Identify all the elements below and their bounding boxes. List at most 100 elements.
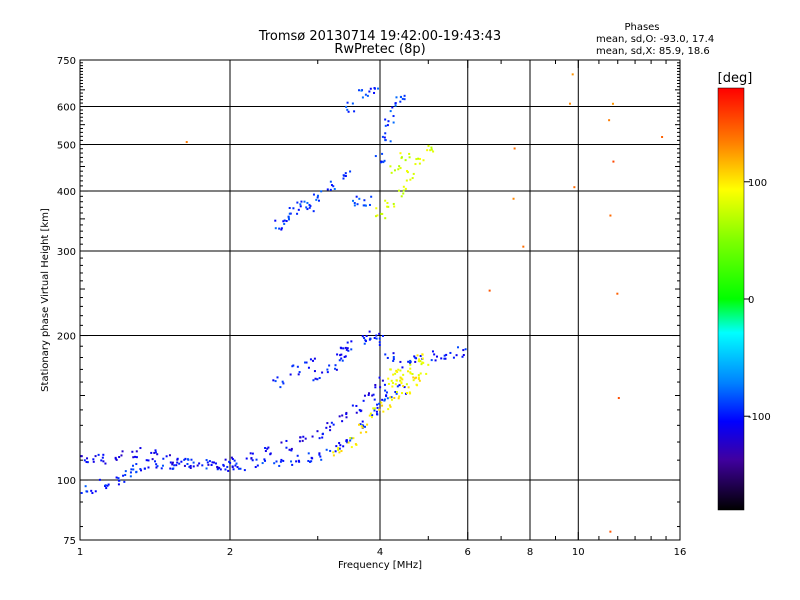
data-point <box>124 473 127 476</box>
x-tick-label: 4 <box>377 547 383 558</box>
data-point <box>435 355 438 358</box>
data-point <box>430 146 433 149</box>
data-point <box>98 478 101 481</box>
data-point <box>415 376 418 379</box>
data-point <box>338 442 341 445</box>
data-point <box>405 179 408 182</box>
data-point <box>186 458 189 461</box>
data-point <box>401 366 404 369</box>
data-point <box>239 467 242 470</box>
data-point <box>433 353 436 356</box>
data-point <box>147 459 150 462</box>
data-point <box>290 447 293 450</box>
data-point <box>129 475 132 478</box>
data-point <box>311 435 314 438</box>
data-point <box>283 222 286 225</box>
data-point <box>175 464 178 467</box>
data-point <box>381 404 384 407</box>
data-point <box>409 372 412 375</box>
data-point <box>399 369 402 372</box>
data-point <box>373 407 376 410</box>
data-point <box>192 461 195 464</box>
data-point <box>94 490 97 493</box>
data-point <box>396 385 399 388</box>
data-point <box>326 188 329 191</box>
data-point <box>397 168 400 171</box>
data-point <box>609 530 612 533</box>
data-point <box>310 460 313 463</box>
x-tick-label: 2 <box>227 547 233 558</box>
data-point <box>363 425 366 428</box>
data-point <box>456 346 459 349</box>
data-point <box>360 89 363 92</box>
data-point <box>326 422 329 425</box>
colorbar-label: [deg] <box>718 71 753 86</box>
data-point <box>316 378 319 381</box>
data-point <box>274 227 277 230</box>
data-point <box>222 463 225 466</box>
data-point <box>212 461 215 464</box>
data-point <box>386 356 389 359</box>
data-point <box>417 374 420 377</box>
data-point <box>381 212 384 215</box>
chart-subtitle: RwPretec (8p) <box>334 42 425 57</box>
data-point <box>392 121 395 124</box>
data-point <box>513 147 516 150</box>
data-point <box>307 366 310 369</box>
y-tick-label: 75 <box>63 536 76 547</box>
data-point <box>347 349 350 352</box>
data-point <box>300 200 303 203</box>
data-point <box>385 205 388 208</box>
data-point <box>176 457 179 460</box>
data-point <box>378 332 381 335</box>
data-point <box>358 423 361 426</box>
data-point <box>399 167 402 170</box>
data-point <box>425 372 428 375</box>
data-point <box>312 210 315 213</box>
data-point <box>395 379 398 382</box>
data-point <box>320 190 323 193</box>
data-point <box>140 469 143 472</box>
data-point <box>393 397 396 400</box>
data-point <box>415 158 418 161</box>
data-point <box>430 359 433 362</box>
data-point <box>363 394 366 397</box>
data-point <box>102 460 105 463</box>
data-point <box>120 454 123 457</box>
data-point <box>312 359 315 362</box>
data-point <box>302 435 305 438</box>
data-point <box>290 449 293 452</box>
data-point <box>180 460 183 463</box>
data-point <box>407 370 410 373</box>
data-point <box>332 423 335 426</box>
data-point <box>378 337 381 340</box>
data-point <box>394 104 397 107</box>
data-point <box>401 378 404 381</box>
data-point <box>409 392 412 395</box>
data-point <box>346 108 349 111</box>
data-point <box>375 334 378 337</box>
data-point <box>280 458 283 461</box>
data-point <box>384 124 387 127</box>
data-point <box>210 463 213 466</box>
data-point <box>389 368 392 371</box>
data-point <box>362 399 365 402</box>
data-point <box>386 201 389 204</box>
data-point <box>344 175 347 178</box>
data-point <box>316 196 319 199</box>
data-point <box>296 212 299 215</box>
data-point <box>345 416 348 419</box>
data-point <box>395 369 398 372</box>
data-point <box>461 355 464 358</box>
data-point <box>201 464 204 467</box>
data-point <box>139 468 142 471</box>
y-tick-label: 200 <box>57 332 76 343</box>
data-point <box>132 464 135 467</box>
data-point <box>269 452 272 455</box>
data-point <box>418 358 421 361</box>
data-point <box>79 455 82 458</box>
data-point <box>382 410 385 413</box>
data-point <box>97 453 100 456</box>
data-point <box>375 410 378 413</box>
data-point <box>332 454 335 457</box>
